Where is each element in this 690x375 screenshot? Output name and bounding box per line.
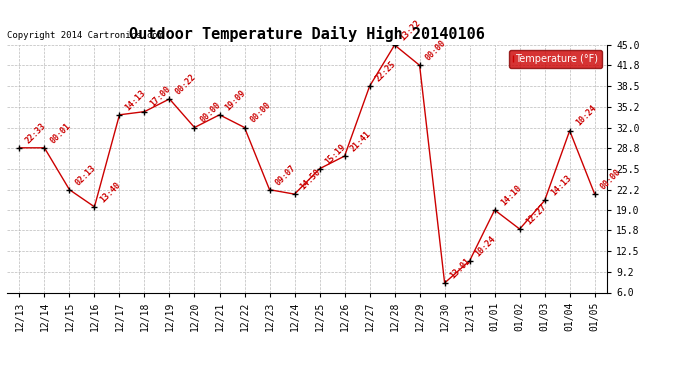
Text: 00:01: 00:01 xyxy=(48,121,72,145)
Text: 00:00: 00:00 xyxy=(248,100,273,125)
Text: 09:07: 09:07 xyxy=(274,163,298,187)
Text: 21:41: 21:41 xyxy=(348,129,373,153)
Legend: Temperature (°F): Temperature (°F) xyxy=(509,50,602,68)
Text: 12:27: 12:27 xyxy=(524,202,548,226)
Text: 14:10: 14:10 xyxy=(499,183,523,207)
Text: 17:00: 17:00 xyxy=(148,85,172,109)
Text: 22:25: 22:25 xyxy=(374,59,398,84)
Text: 13:40: 13:40 xyxy=(99,180,123,204)
Title: Outdoor Temperature Daily High 20140106: Outdoor Temperature Daily High 20140106 xyxy=(129,27,485,42)
Text: 14:13: 14:13 xyxy=(549,174,573,198)
Text: 14:13: 14:13 xyxy=(124,88,148,112)
Text: 19:09: 19:09 xyxy=(224,88,248,112)
Text: 10:24: 10:24 xyxy=(474,234,498,258)
Text: 13:22: 13:22 xyxy=(399,18,423,42)
Text: 00:00: 00:00 xyxy=(424,39,448,63)
Text: 14:50: 14:50 xyxy=(299,167,323,191)
Text: 00:00: 00:00 xyxy=(599,167,623,191)
Text: 15:19: 15:19 xyxy=(324,142,348,166)
Text: Copyright 2014 Cartronics.com: Copyright 2014 Cartronics.com xyxy=(7,31,163,40)
Text: 10:24: 10:24 xyxy=(574,104,598,128)
Text: 02:13: 02:13 xyxy=(74,163,98,187)
Text: 00:00: 00:00 xyxy=(199,100,223,125)
Text: 22:33: 22:33 xyxy=(23,121,48,145)
Text: 13:01: 13:01 xyxy=(448,256,473,280)
Text: 00:22: 00:22 xyxy=(174,72,198,96)
